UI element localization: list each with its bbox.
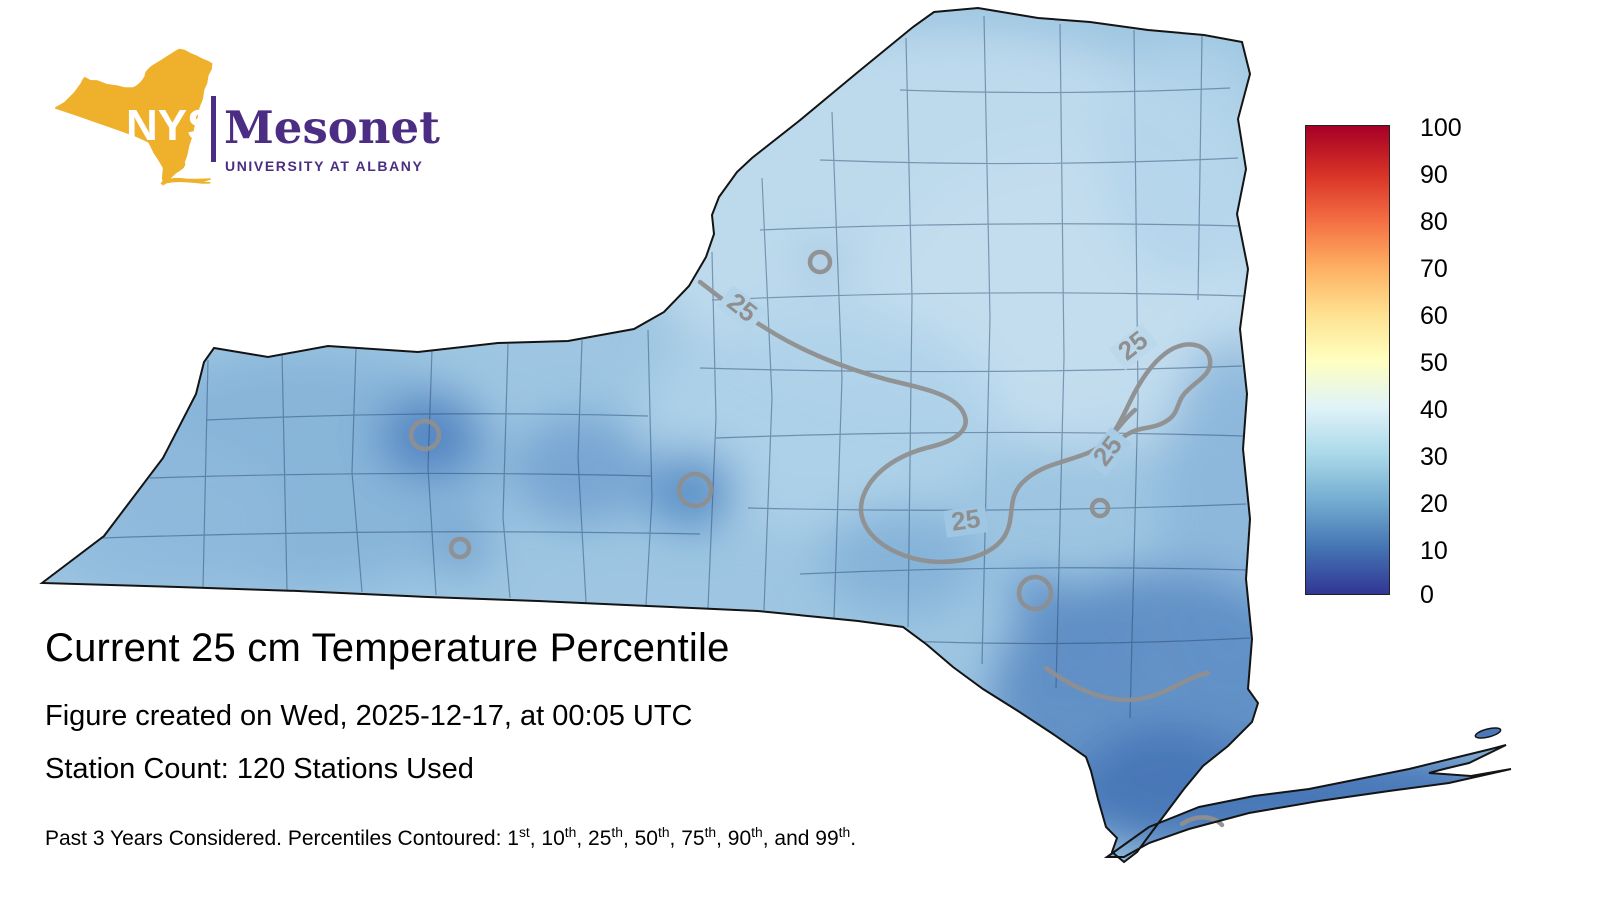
- logo-university-text: UNIVERSITY AT ALBANY: [225, 158, 423, 174]
- footnote-percentile: 99th.: [815, 824, 857, 850]
- colorbar-tick-90: 90: [1420, 161, 1448, 189]
- small-island: [1474, 727, 1502, 739]
- colorbar-tick-80: 80: [1420, 208, 1448, 236]
- page-title: Current 25 cm Temperature Percentile: [45, 626, 730, 670]
- colorbar-tick-100: 100: [1420, 114, 1462, 142]
- created-timestamp: Figure created on Wed, 2025-12-17, at 00…: [45, 700, 693, 732]
- county-boundaries: [101, 15, 1251, 719]
- colorbar-tick-0: 0: [1420, 581, 1434, 609]
- footnote-percentile: 1st,: [507, 824, 542, 850]
- footnote-percentile: 75th,: [681, 824, 728, 850]
- colorbar-tick-20: 20: [1420, 490, 1448, 518]
- footnote-percentile: 90th, and: [727, 824, 816, 850]
- logo-mesonet-text: Mesonet: [224, 101, 440, 154]
- colorbar-tick-50: 50: [1420, 349, 1448, 377]
- footnote-prefix: Past 3 Years Considered. Percentiles Con…: [45, 827, 508, 850]
- colorbar-tick-70: 70: [1420, 255, 1448, 283]
- nys-mesonet-logo: NYS Mesonet UNIVERSITY AT ALBANY: [42, 19, 440, 198]
- contour-labels: 25 25 25 25: [716, 285, 1159, 538]
- colorbar-tick-30: 30: [1420, 443, 1448, 471]
- logo-nys-text: NYS: [126, 101, 216, 150]
- colorbar-tick-60: 60: [1420, 302, 1448, 330]
- logo-divider: [211, 96, 216, 162]
- colorbar-gradient: [1305, 125, 1390, 595]
- contour-lines: [408, 249, 1225, 828]
- footnote-percentile: 25th,: [588, 824, 635, 850]
- footnote-percentile: 10th,: [541, 824, 589, 850]
- footnote-percentile: 50th,: [634, 824, 682, 850]
- colorbar-tick-10: 10: [1420, 537, 1448, 565]
- contour-label: 25: [949, 503, 982, 537]
- colorbar-tick-40: 40: [1420, 396, 1448, 424]
- footnote: Past 3 Years Considered. Percentiles Con…: [45, 824, 856, 851]
- station-count: Station Count: 120 Stations Used: [45, 753, 474, 785]
